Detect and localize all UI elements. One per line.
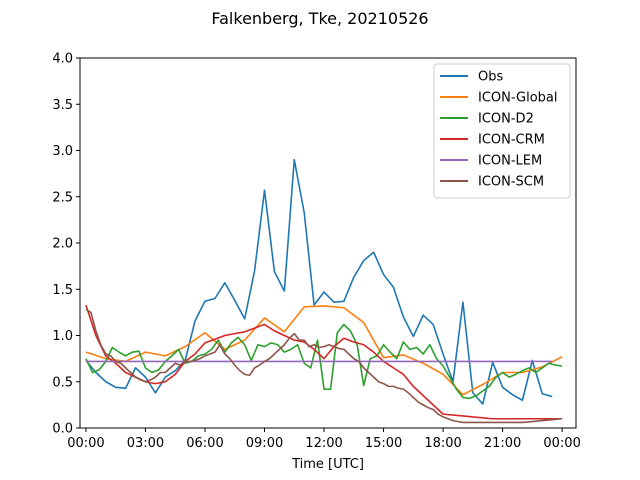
x-tick-label: 06:00 — [186, 436, 223, 451]
legend-label-icon-lem: ICON-LEM — [478, 154, 542, 169]
y-tick-label: 0.5 — [52, 375, 73, 390]
x-tick-label: 21:00 — [484, 436, 521, 451]
series-layer — [85, 158, 563, 424]
legend-label-icon-crm: ICON-CRM — [478, 133, 545, 148]
x-axis: 00:00 03:00 06:00 09:00 12:00 15:00 18:00 21:00… — [67, 428, 581, 451]
y-tick-label: 1.0 — [52, 329, 73, 344]
x-tick-label: 00:00 — [543, 436, 580, 451]
legend-label-obs: Obs — [478, 70, 503, 85]
y-tick-label: 3.5 — [52, 98, 73, 113]
x-tick-label: 15:00 — [365, 436, 402, 451]
y-tick-label: 2.0 — [52, 237, 73, 252]
y-tick-label: 4.0 — [52, 52, 73, 67]
y-tick-label: 3.0 — [52, 144, 73, 159]
legend-label-icon-d2: ICON-D2 — [478, 112, 534, 127]
legend: Obs ICON-Global ICON-D2 ICON-CRM ICON-LEM ICO… — [433, 63, 571, 199]
legend-label-icon-scm: ICON-SCM — [478, 175, 544, 190]
x-tick-label: 18:00 — [424, 436, 461, 451]
chart-title: Falkenberg, Tke, 20210526 — [211, 9, 428, 28]
y-tick-label: 1.5 — [52, 283, 73, 298]
series-line-icon-global — [85, 305, 563, 396]
series-line-icon-crm — [85, 304, 563, 420]
x-tick-label: 00:00 — [67, 436, 104, 451]
series-line-obs — [85, 158, 553, 405]
x-tick-label: 09:00 — [246, 436, 283, 451]
legend-label-icon-global: ICON-Global — [478, 91, 558, 106]
y-axis: 0.0 0.5 1.0 1.5 2.0 2.5 3.0 3.5 4.0 — [52, 52, 80, 437]
y-tick-label: 2.5 — [52, 190, 73, 205]
x-axis-label: Time [UTC] — [291, 457, 364, 472]
x-tick-label: 03:00 — [127, 436, 164, 451]
y-tick-label: 0.0 — [52, 422, 73, 437]
x-tick-label: 12:00 — [305, 436, 342, 451]
series-line-icon-scm — [85, 308, 563, 424]
